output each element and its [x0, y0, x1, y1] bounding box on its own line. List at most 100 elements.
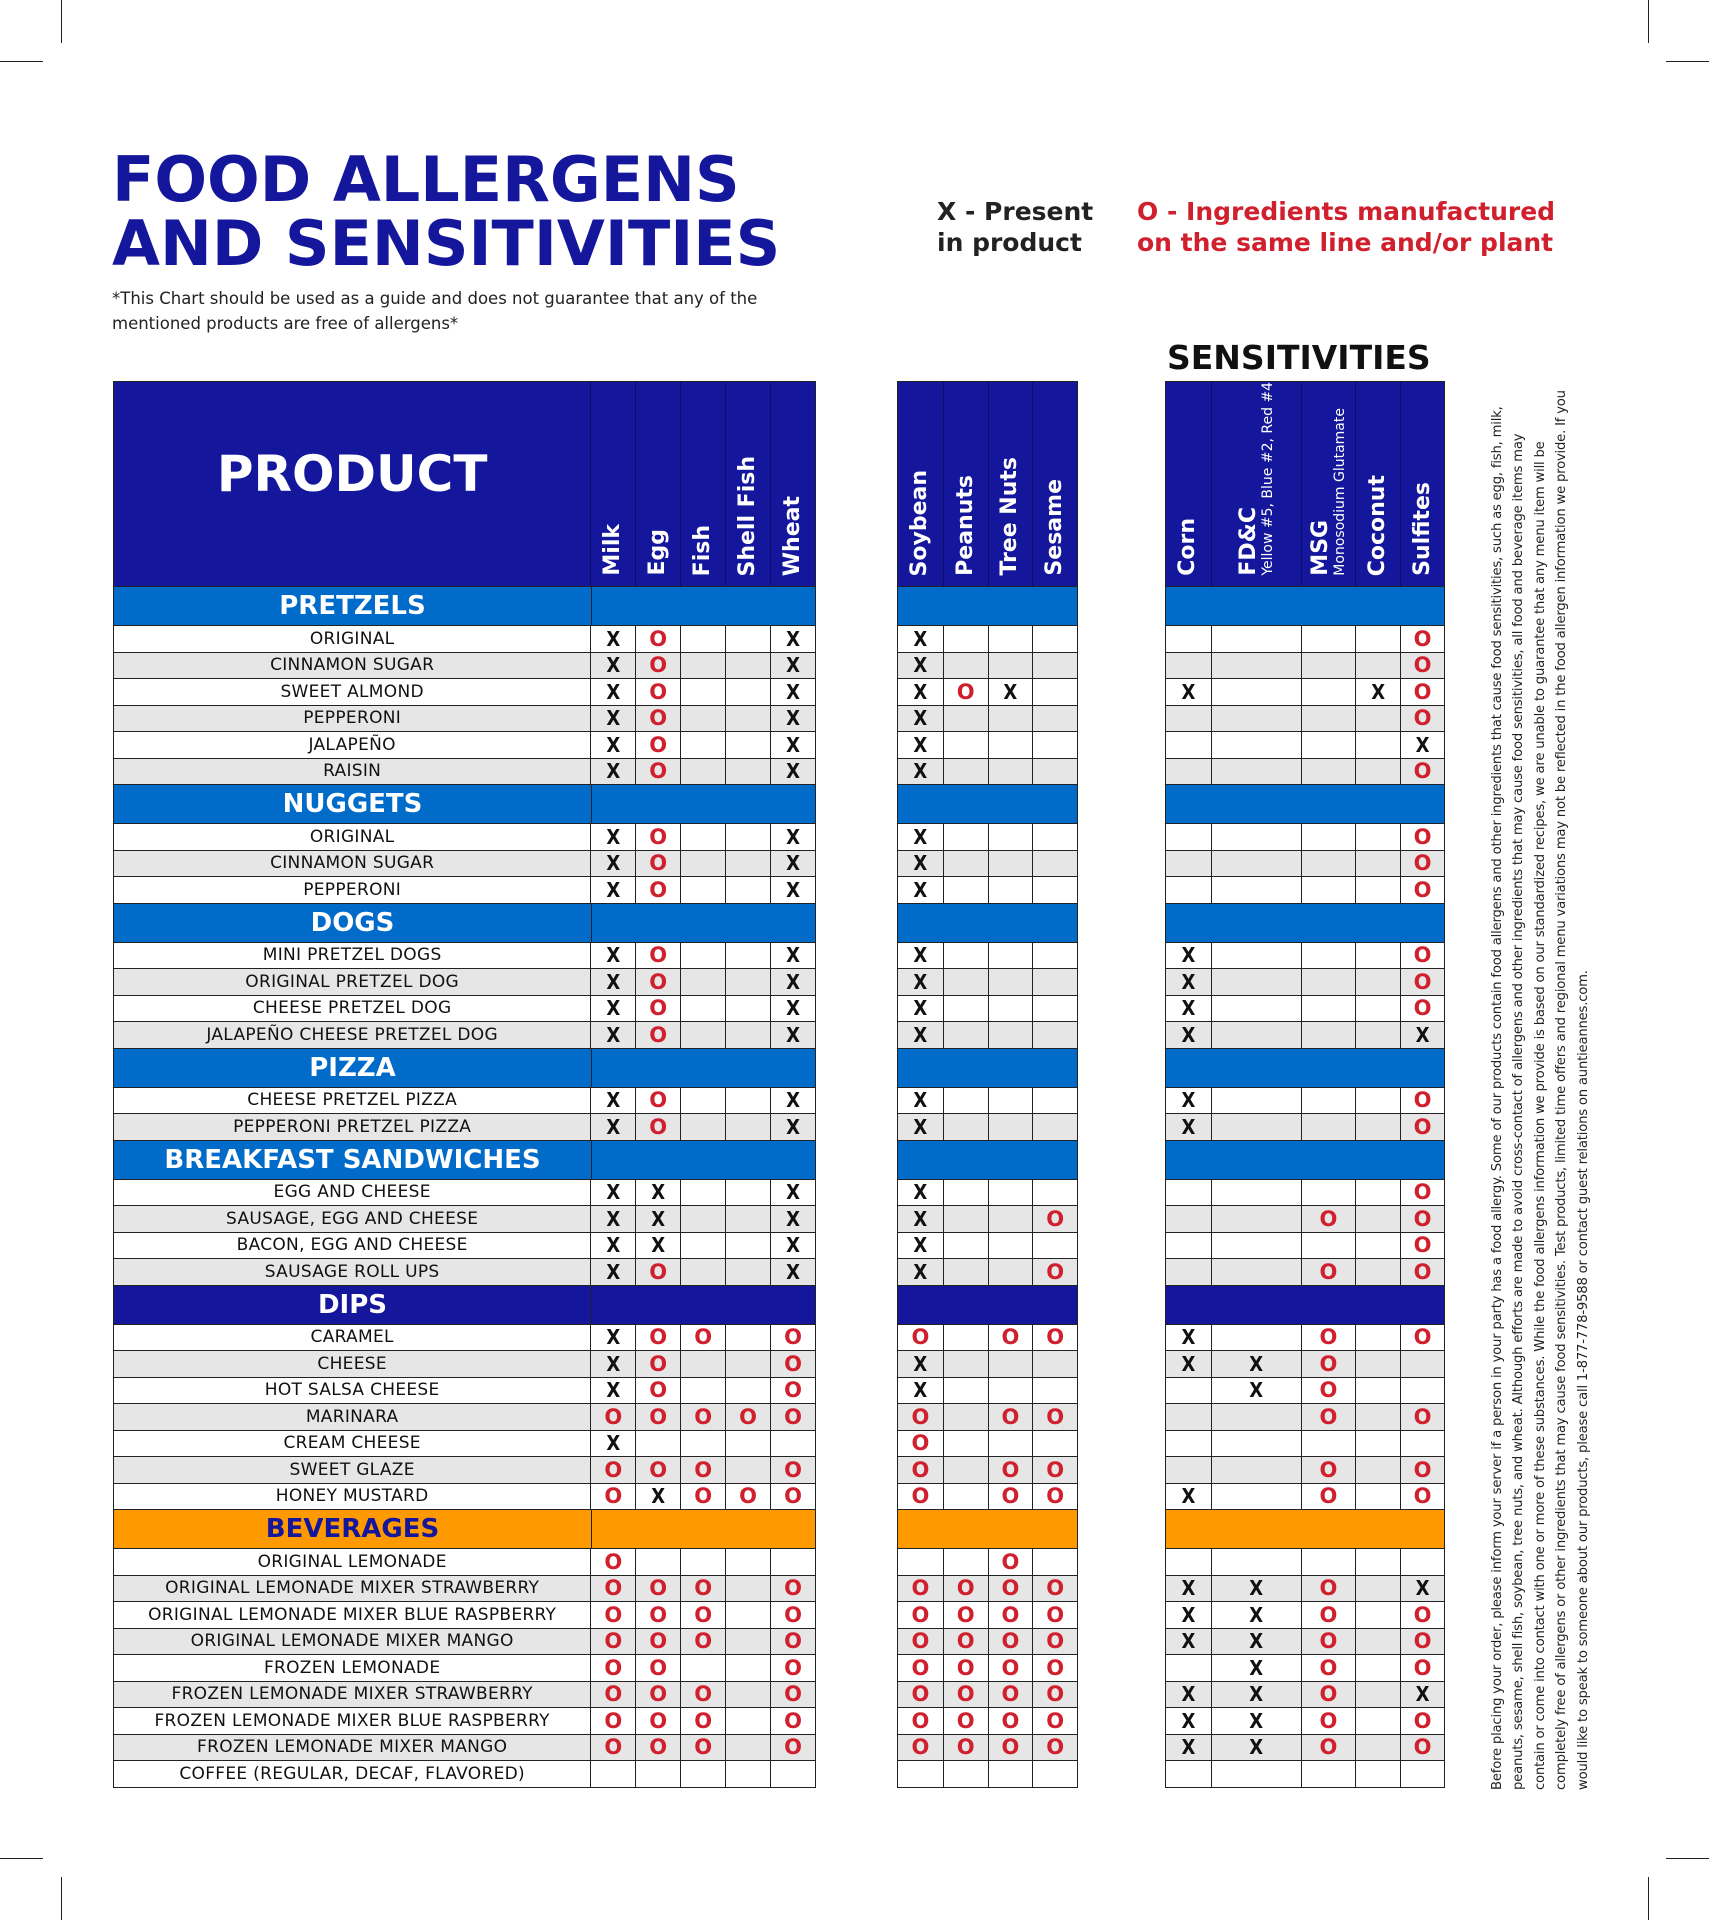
- empty-cell: [1032, 679, 1077, 705]
- empty-cell: [942, 1457, 988, 1483]
- present-mark: X: [1181, 1629, 1196, 1654]
- present-mark: X: [770, 679, 815, 705]
- cross-contact-mark: O: [635, 1087, 680, 1113]
- present-mark: X: [590, 824, 635, 850]
- empty-cell: [725, 1602, 770, 1628]
- empty-cell: [725, 1206, 770, 1232]
- cross-contact-mark: O: [635, 1602, 680, 1628]
- present-mark: X: [590, 877, 635, 903]
- present-mark: X: [590, 626, 635, 652]
- present-mark: X: [770, 626, 815, 652]
- empty-cell: [725, 995, 770, 1021]
- table-row: FROZEN LEMONADE MIXER BLUE RASPBERRY O O O O: [114, 1707, 815, 1734]
- cross-contact-mark: O: [1400, 758, 1444, 784]
- empty-cell: [898, 1761, 943, 1787]
- empty-cell: [725, 1351, 770, 1377]
- product-name: BACON, EGG AND CHEESE: [236, 1235, 468, 1256]
- empty-cell: [725, 1022, 770, 1048]
- empty-cell: [1300, 942, 1356, 968]
- cross-contact-mark: O: [680, 1602, 725, 1628]
- empty-cell: [1300, 1761, 1356, 1787]
- product-name: FROZEN LEMONADE MIXER STRAWBERRY: [171, 1684, 533, 1705]
- product-name: CHEESE PRETZEL PIZZA: [247, 1090, 458, 1111]
- empty-cell: [1210, 626, 1301, 652]
- present-mark: X: [1181, 1735, 1196, 1760]
- empty-cell: [725, 1259, 770, 1285]
- empty-cell: [942, 1351, 988, 1377]
- present-mark: X: [1210, 1628, 1301, 1654]
- table-row: CARAMEL X O O O: [114, 1323, 815, 1350]
- present-mark: X: [590, 1114, 635, 1140]
- empty-cell: [987, 1022, 1033, 1048]
- present-mark: X: [913, 1114, 928, 1139]
- empty-cell: [1355, 1324, 1400, 1350]
- cross-contact-mark: O: [1400, 1602, 1444, 1628]
- empty-cell: [1166, 759, 1211, 785]
- product-name: SWEET GLAZE: [289, 1459, 415, 1480]
- empty-cell: [1166, 1378, 1211, 1404]
- table-row: X: [898, 1178, 1077, 1205]
- table-row: CINNAMON SUGAR X O X: [114, 651, 815, 678]
- cross-contact-mark: O: [635, 626, 680, 652]
- empty-cell: [1400, 1761, 1444, 1787]
- cross-contact-mark: O: [911, 1325, 930, 1350]
- empty-cell: [1300, 758, 1356, 784]
- present-mark: X: [913, 1378, 928, 1403]
- empty-cell: [1355, 850, 1400, 876]
- table-row: [898, 1760, 1077, 1787]
- empty-cell: [1210, 1087, 1301, 1113]
- product-name: MINI PRETZEL DOGS: [262, 945, 442, 966]
- cross-contact-mark: O: [942, 1628, 988, 1654]
- cross-contact-mark: O: [770, 1734, 815, 1760]
- cross-contact-mark: O: [770, 1708, 815, 1734]
- empty-cell: [1166, 1206, 1211, 1232]
- cross-contact-mark: O: [770, 1351, 815, 1377]
- cross-contact-mark: O: [1300, 1575, 1356, 1601]
- cross-contact-mark: O: [911, 1655, 930, 1680]
- empty-cell: [1032, 652, 1077, 678]
- cross-contact-mark: O: [987, 1483, 1033, 1509]
- empty-cell: [987, 995, 1033, 1021]
- cross-contact-mark: O: [680, 1483, 725, 1509]
- empty-cell: [987, 824, 1033, 850]
- empty-cell: [1210, 995, 1301, 1021]
- table-row: [1166, 1429, 1444, 1456]
- cross-contact-mark: O: [1300, 1457, 1356, 1483]
- present-mark: X: [1181, 1682, 1196, 1707]
- cross-contact-mark: O: [1400, 1457, 1444, 1483]
- empty-cell: [1400, 1430, 1444, 1456]
- empty-cell: [725, 652, 770, 678]
- table-row: X: [898, 757, 1077, 784]
- empty-cell: [1210, 1324, 1301, 1350]
- empty-cell: [680, 1761, 725, 1787]
- table-row: ORIGINAL LEMONADE O: [114, 1548, 815, 1575]
- cross-contact-mark: O: [942, 1602, 988, 1628]
- column-label: Sulfites: [1410, 482, 1435, 576]
- section-header: [898, 1509, 1077, 1548]
- present-mark: X: [1181, 969, 1196, 994]
- cross-contact-mark: O: [635, 850, 680, 876]
- empty-cell: [942, 942, 988, 968]
- cross-contact-mark: O: [987, 1324, 1033, 1350]
- present-mark: X: [1210, 1602, 1301, 1628]
- table-row: CREAM CHEESE X: [114, 1429, 815, 1456]
- present-mark: X: [913, 732, 928, 757]
- crop-mark: [1648, 1877, 1649, 1920]
- empty-cell: [1355, 1483, 1400, 1509]
- cross-contact-mark: O: [1400, 877, 1444, 903]
- empty-cell: [1166, 824, 1211, 850]
- empty-cell: [987, 1259, 1033, 1285]
- present-mark: X: [1181, 1088, 1196, 1113]
- empty-cell: [1355, 877, 1400, 903]
- empty-cell: [942, 1087, 988, 1113]
- cross-contact-mark: O: [680, 1324, 725, 1350]
- cross-contact-mark: O: [590, 1575, 635, 1601]
- present-mark: X: [913, 626, 928, 651]
